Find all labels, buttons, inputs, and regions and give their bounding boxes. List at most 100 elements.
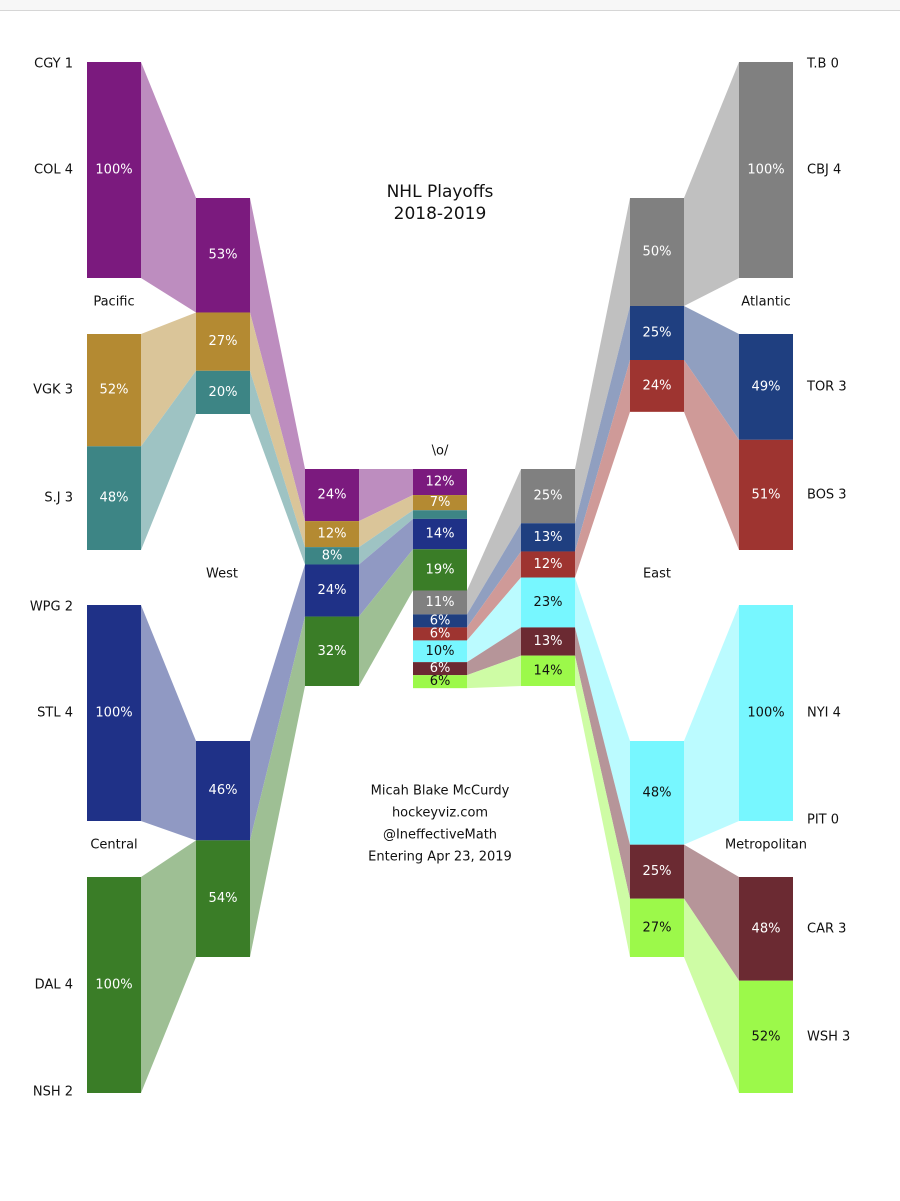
ribbon-r3-dal <box>359 549 413 686</box>
bar-cup-pct-bos: 6% <box>430 626 451 641</box>
ribbon-r1-sj <box>141 370 196 550</box>
bar-cup-pct-tor: 6% <box>430 613 451 628</box>
bar-r2-pct-stl: 46% <box>209 783 238 798</box>
team-label-car: CAR 3 <box>807 921 846 936</box>
bar-r2-pct-tor: 25% <box>643 326 672 341</box>
bar-r1-wsh <box>739 980 793 1093</box>
bar-r3-pct-sj: 8% <box>322 548 343 563</box>
team-label-tor: TOR 3 <box>806 379 847 394</box>
bar-r2-tor <box>630 306 684 360</box>
credit-line-0: Micah Blake McCurdy <box>371 784 510 799</box>
bar-r3-pct-vgk: 12% <box>318 527 347 542</box>
ribbon-r1-nyi <box>684 605 739 845</box>
bar-r2-pct-dal: 54% <box>209 891 238 906</box>
bar-r3-bos <box>521 551 575 578</box>
bar-r2-pct-vgk: 27% <box>209 334 238 349</box>
bar-r2-pct-car: 25% <box>643 864 672 879</box>
ribbon-r2-nyi <box>575 577 630 845</box>
conference-label-east: East <box>643 567 671 582</box>
ribbon-r1-car <box>684 844 739 981</box>
credit-line-2: @IneffectiveMath <box>383 828 497 843</box>
bar-r3-vgk <box>305 521 359 548</box>
bar-r3-tor <box>521 523 575 552</box>
division-label-atlantic: Atlantic <box>741 295 790 310</box>
bar-cup-col <box>413 469 467 496</box>
bar-r2-cbj <box>630 198 684 306</box>
bar-r2-dal <box>196 840 250 957</box>
ribbon-r2-car <box>575 627 630 899</box>
credit-line-3: Entering Apr 23, 2019 <box>368 850 512 865</box>
bar-r1-col <box>87 62 141 278</box>
ribbon-r1-bos <box>684 360 739 550</box>
division-label-metropolitan: Metropolitan <box>725 838 807 853</box>
bar-r3-pct-bos: 12% <box>534 557 563 572</box>
bar-r1-vgk <box>87 334 141 447</box>
division-label-central: Central <box>90 838 137 853</box>
bar-r1-bos <box>739 439 793 550</box>
conference-label-west: West <box>206 567 238 582</box>
bar-r3-pct-cbj: 25% <box>534 489 563 504</box>
bar-r2-sj <box>196 370 250 414</box>
team-label-dal: DAL 4 <box>35 978 73 993</box>
team-label-sj: S.J 3 <box>44 491 73 506</box>
pct-r1-col: 100% <box>95 163 132 178</box>
chart-subtitle: 2018-2019 <box>394 204 487 224</box>
bar-r3-car <box>521 627 575 656</box>
ribbon-r1-wsh <box>684 898 739 1093</box>
ribbon-r1-cbj <box>684 62 739 306</box>
bar-r3-pct-car: 13% <box>534 634 563 649</box>
center-label: \o/ <box>432 444 449 459</box>
pct-r1-dal: 100% <box>95 978 132 993</box>
credit-line-1: hockeyviz.com <box>392 806 488 821</box>
bar-cup-pct-col: 12% <box>426 475 455 490</box>
bar-r1-stl <box>87 605 141 821</box>
ribbon-r1-stl <box>141 605 196 841</box>
bar-cup-pct-vgk: 7% <box>430 495 451 510</box>
bar-r2-car <box>630 844 684 899</box>
team-label-stl: STL 4 <box>37 706 73 721</box>
bar-cup-stl <box>413 518 467 550</box>
pct-r1-wsh: 52% <box>752 1029 781 1044</box>
ribbon-r1-col <box>141 62 196 313</box>
ribbon-r3-tor <box>467 523 521 628</box>
ribbon-r2-wsh <box>575 655 630 957</box>
bar-cup-pct-wsh: 6% <box>430 674 451 689</box>
ribbon-r3-nyi <box>467 577 521 663</box>
bar-r1-cbj <box>739 62 793 278</box>
bar-r2-vgk <box>196 312 250 371</box>
bar-cup-vgk <box>413 495 467 511</box>
bar-r2-pct-cbj: 50% <box>643 245 672 260</box>
pct-r1-car: 48% <box>752 921 781 936</box>
pct-r1-cbj: 100% <box>747 163 784 178</box>
top-bar <box>0 0 900 11</box>
bar-r2-pct-nyi: 48% <box>643 785 672 800</box>
bar-r2-stl <box>196 741 250 841</box>
team-label-cgy: CGY 1 <box>34 57 73 72</box>
bar-r2-pct-col: 53% <box>209 248 238 263</box>
ribbon-r1-tor <box>684 306 739 440</box>
team-label-wsh: WSH 3 <box>807 1029 850 1044</box>
bar-r2-pct-bos: 24% <box>643 378 672 393</box>
bar-r3-cbj <box>521 469 575 524</box>
team-label-cbj: CBJ 4 <box>807 163 841 178</box>
ribbon-r3-bos <box>467 551 521 641</box>
ribbon-r3-sj <box>359 510 413 565</box>
team-label-nyi: NYI 4 <box>807 706 841 721</box>
bars-layer <box>87 62 793 1093</box>
bar-r3-sj <box>305 547 359 565</box>
ribbon-r2-dal <box>250 616 305 957</box>
labels-layer: CGY 1 100% COL 4 52% VGK 3 48% S.J 3 WPG 2 100% S… <box>30 57 850 1100</box>
bar-cup-cbj <box>413 590 467 615</box>
bar-cup-tor <box>413 614 467 628</box>
ribbon-r2-bos <box>575 360 630 578</box>
pct-r1-bos: 51% <box>752 487 781 502</box>
pct-r1-nyi: 100% <box>747 706 784 721</box>
ribbon-r2-cbj <box>575 198 630 524</box>
bar-r2-pct-wsh: 27% <box>643 920 672 935</box>
bar-cup-nyi <box>413 640 467 663</box>
pct-r1-stl: 100% <box>95 706 132 721</box>
team-label-pit: PIT 0 <box>807 813 839 828</box>
bar-r1-nyi <box>739 605 793 821</box>
pct-r1-vgk: 52% <box>100 383 129 398</box>
bar-r2-wsh <box>630 898 684 957</box>
